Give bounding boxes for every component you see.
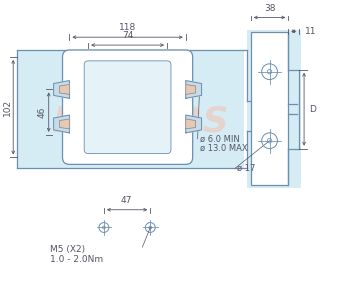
- Polygon shape: [186, 84, 196, 94]
- Text: 118: 118: [119, 23, 136, 32]
- Text: ø 13.0 MAX: ø 13.0 MAX: [199, 144, 247, 153]
- Polygon shape: [54, 81, 69, 98]
- Text: 11: 11: [305, 27, 317, 36]
- FancyBboxPatch shape: [63, 50, 193, 164]
- Bar: [247, 30, 301, 188]
- Text: D: D: [309, 105, 316, 114]
- Bar: [17, 50, 244, 168]
- Text: BOWERS: BOWERS: [52, 104, 229, 138]
- Text: 102: 102: [3, 99, 12, 116]
- Text: M5 (X2): M5 (X2): [50, 245, 85, 254]
- Text: 46: 46: [37, 107, 46, 118]
- Polygon shape: [186, 81, 201, 98]
- Polygon shape: [186, 115, 201, 133]
- Text: 38: 38: [264, 3, 275, 13]
- Text: 74: 74: [122, 31, 133, 40]
- Polygon shape: [59, 84, 69, 94]
- Text: 47: 47: [121, 196, 132, 205]
- Bar: [251, 32, 288, 185]
- Text: 1.0 - 2.0Nm: 1.0 - 2.0Nm: [50, 255, 103, 264]
- Polygon shape: [59, 119, 69, 129]
- Polygon shape: [54, 115, 69, 133]
- Text: ø 17: ø 17: [237, 164, 256, 173]
- Text: ø 6.0 MIN: ø 6.0 MIN: [199, 134, 239, 143]
- Polygon shape: [186, 119, 196, 129]
- FancyBboxPatch shape: [84, 61, 171, 154]
- Bar: [288, 70, 299, 149]
